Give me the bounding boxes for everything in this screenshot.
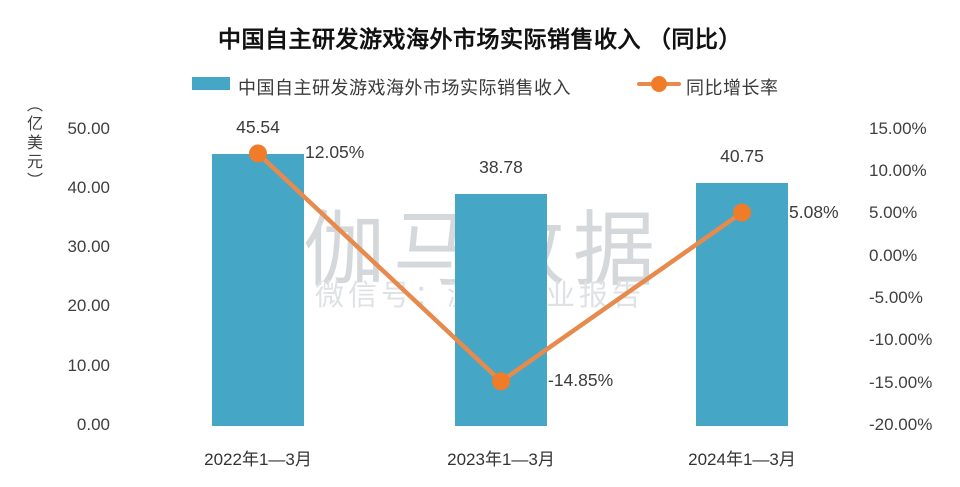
legend-bar-swatch-icon: [192, 77, 230, 90]
bar-2024年1—3月: [696, 182, 788, 426]
line-value-label: 12.05%: [305, 142, 365, 163]
bar-value-label: 40.75: [720, 145, 764, 166]
left-axis-tick: 0.00: [76, 415, 110, 434]
legend-line-dot-icon: [651, 76, 667, 92]
line-value-label: 5.08%: [789, 201, 839, 222]
right-axis-tick: -10.00%: [869, 330, 933, 350]
line-value-label: -14.85%: [548, 370, 614, 391]
right-axis-tick: 5.00%: [869, 203, 918, 223]
left-axis-tick: 10.00: [67, 355, 110, 375]
x-axis-label: 2023年1—3月: [447, 450, 555, 469]
right-axis-tick: -15.00%: [869, 372, 933, 392]
left-axis-tick: 40.00: [67, 177, 110, 197]
legend-bar-label: 中国自主研发游戏海外市场实际销售收入: [238, 78, 571, 98]
legend-line-marker-icon: [637, 76, 681, 92]
legend-line-label: 同比增长率: [686, 78, 779, 98]
bar-value-label: 38.78: [479, 157, 523, 178]
x-axis-label: 2022年1—3月: [204, 450, 312, 469]
bar-2023年1—3月: [455, 194, 547, 426]
left-axis-tick: 30.00: [67, 237, 110, 257]
bar-value-label: 45.54: [236, 117, 280, 138]
left-axis-unit-label: （亿美元）: [24, 96, 41, 191]
right-axis-tick: 15.00%: [869, 118, 927, 138]
right-axis-tick: 0.00%: [869, 245, 918, 265]
right-axis-tick: -5.00%: [869, 287, 923, 307]
left-axis-tick: 50.00: [67, 118, 110, 138]
right-axis-tick: 10.00%: [869, 160, 927, 180]
left-axis-tick: 20.00: [67, 296, 110, 316]
chart-title: 中国自主研发游戏海外市场实际销售收入 （同比）: [218, 26, 742, 52]
bar-2022年1—3月: [212, 154, 304, 426]
x-axis-label: 2024年1—3月: [688, 450, 796, 469]
right-axis-tick: -20.00%: [869, 415, 933, 435]
